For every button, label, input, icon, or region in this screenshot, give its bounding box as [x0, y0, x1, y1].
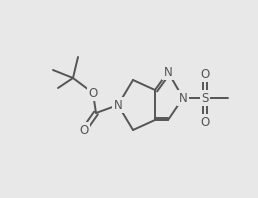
Text: S: S [201, 91, 209, 105]
Text: O: O [88, 87, 98, 100]
Text: N: N [164, 66, 172, 78]
Text: N: N [179, 91, 187, 105]
Text: O: O [200, 68, 210, 81]
Text: O: O [200, 115, 210, 129]
Text: N: N [114, 98, 122, 111]
Text: O: O [79, 124, 89, 136]
